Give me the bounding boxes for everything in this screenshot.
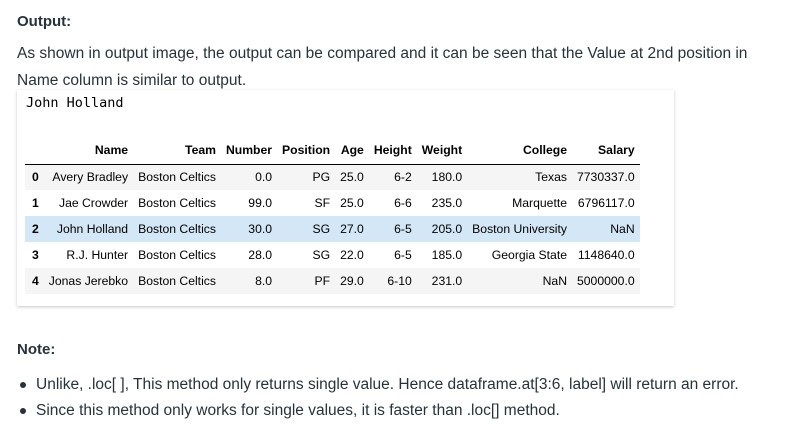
note-text: Since this method only works for single … — [36, 402, 560, 419]
table-row: 1 Jae Crowder Boston Celtics 99.0 SF 25.… — [25, 190, 640, 216]
table-cell: 1148640.0 — [577, 248, 635, 262]
table-cell: NaN — [542, 274, 567, 288]
list-item: Unlike, .loc[ ], This method only return… — [17, 372, 787, 398]
table-cell: 25.0 — [340, 170, 364, 185]
column-header: Name — [43, 137, 134, 165]
table-cell: Boston Celtics — [138, 196, 216, 210]
table-cell: 231.0 — [431, 274, 463, 288]
table-cell: 6-6 — [394, 196, 412, 210]
index-header — [25, 137, 44, 165]
table-cell: 30.0 — [248, 222, 273, 236]
column-header: Age — [335, 137, 369, 165]
table-cell: R.J. Hunter — [66, 248, 129, 262]
table-cell: 8.0 — [255, 274, 273, 288]
row-index: 3 — [32, 248, 39, 262]
note-list: Unlike, .loc[ ], This method only return… — [17, 372, 787, 424]
output-value: John Holland — [26, 95, 124, 111]
table-cell: Boston Celtics — [138, 170, 216, 185]
table-cell: 6-5 — [394, 248, 412, 262]
table-cell: Boston Celtics — [138, 248, 216, 262]
table-cell: 235.0 — [431, 196, 463, 210]
column-header: Team — [133, 137, 221, 165]
table-cell: Marquette — [512, 196, 567, 210]
row-index: 1 — [32, 196, 39, 210]
row-index: 2 — [32, 222, 39, 236]
row-index: 0 — [32, 170, 39, 185]
table-cell: 22.0 — [340, 248, 364, 262]
table-cell: SF — [314, 196, 331, 210]
column-header: Height — [368, 137, 417, 165]
table-cell: 6-5 — [394, 222, 412, 236]
table-cell: Texas — [535, 170, 567, 185]
table-cell: PF — [314, 274, 331, 288]
column-header: Position — [277, 137, 336, 165]
table-cell: Jae Crowder — [58, 196, 129, 210]
table-cell: Boston University — [472, 222, 567, 236]
table-cell: SG — [312, 248, 331, 262]
table-row-highlighted: 2 John Holland Boston Celtics 30.0 SG 27… — [25, 216, 640, 242]
row-index: 4 — [32, 274, 39, 288]
table-cell: 7730337.0 — [577, 170, 635, 185]
table-cell: John Holland — [56, 222, 129, 236]
output-heading: Output: — [17, 13, 72, 30]
bullet-icon — [20, 408, 26, 414]
table-row: 0 Avery Bradley Boston Celtics 0.0 PG 25… — [25, 164, 640, 190]
table-row: 3 R.J. Hunter Boston Celtics 28.0 SG 22.… — [25, 242, 640, 268]
list-item: Since this method only works for single … — [17, 398, 787, 424]
table-cell: PG — [312, 170, 331, 185]
dataframe-table: Name Team Number Position Age Height Wei… — [25, 137, 640, 294]
table-cell: 6-10 — [387, 274, 412, 288]
table-header-row: Name Team Number Position Age Height Wei… — [25, 137, 640, 165]
table-cell: 205.0 — [431, 222, 463, 236]
table-cell: 0.0 — [255, 170, 273, 185]
table-cell: 28.0 — [248, 248, 273, 262]
table-cell: 180.0 — [431, 170, 463, 185]
column-header: College — [467, 137, 572, 165]
table-cell: 29.0 — [340, 274, 364, 288]
table-cell: 6-2 — [394, 170, 412, 185]
column-header: Weight — [416, 137, 468, 165]
bullet-icon — [20, 382, 26, 388]
table-cell: 6796117.0 — [577, 196, 635, 210]
table-cell: 27.0 — [340, 222, 364, 236]
table-cell: Boston Celtics — [138, 274, 216, 288]
table-cell: Jonas Jerebko — [48, 274, 129, 288]
output-paragraph: As shown in output image, the output can… — [17, 45, 748, 89]
table-cell: Boston Celtics — [138, 222, 216, 236]
table-cell: Avery Bradley — [52, 170, 129, 185]
note-text: Unlike, .loc[ ], This method only return… — [36, 376, 739, 393]
column-header: Number — [220, 137, 278, 165]
table-row: 4 Jonas Jerebko Boston Celtics 8.0 PF 29… — [25, 268, 640, 294]
column-header: Salary — [572, 137, 640, 165]
table-cell: 25.0 — [340, 196, 364, 210]
table-cell: NaN — [610, 222, 635, 236]
table-cell: Georgia State — [491, 248, 567, 262]
note-heading: Note: — [17, 341, 56, 358]
output-block: John Holland Name Team Number Position A… — [17, 90, 674, 306]
table-cell: 185.0 — [431, 248, 463, 262]
table-cell: SG — [312, 222, 331, 236]
table-cell: 5000000.0 — [577, 274, 635, 288]
table-cell: 99.0 — [248, 196, 273, 210]
